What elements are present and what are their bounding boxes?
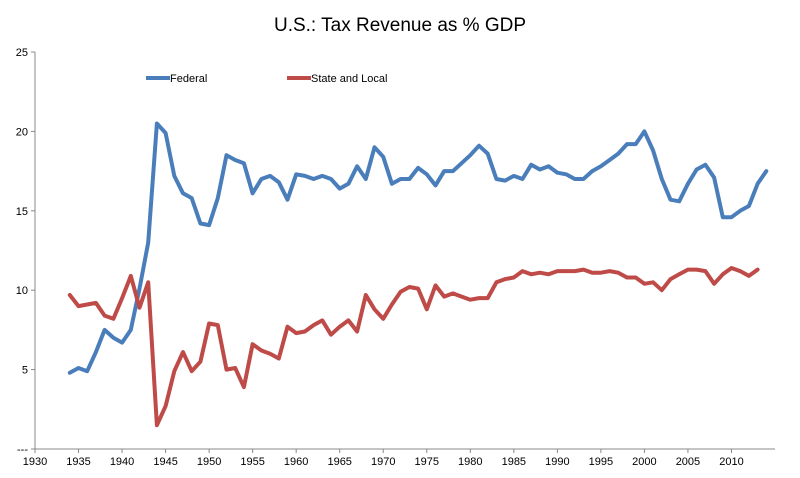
x-tick-label: 1950 (197, 456, 221, 468)
x-tick-label: 1965 (327, 456, 351, 468)
x-tick-label: 1960 (284, 456, 308, 468)
series-line-state-and-local (67, 266, 760, 428)
y-tick-label: 10 (16, 285, 28, 297)
y-tick-label: 25 (16, 47, 28, 59)
series-line-federal (67, 121, 769, 375)
x-tick-label: 1995 (589, 456, 613, 468)
x-axis-ticks: 1930 1935 1940 1945 1950 1955 1960 1965 1970 1975… (23, 449, 744, 468)
x-tick-label: 2000 (632, 456, 656, 468)
x-tick-label: 1945 (153, 456, 177, 468)
x-tick-label: 1975 (415, 456, 439, 468)
x-tick-label: 1990 (545, 456, 569, 468)
legend-label-federal: Federal (170, 73, 207, 85)
x-tick-label: 1970 (371, 456, 395, 468)
x-tick-label: 1985 (502, 456, 526, 468)
y-tick-label: --- (17, 444, 28, 456)
y-tick-label: 20 (16, 126, 28, 138)
y-tick-label: 15 (16, 206, 28, 218)
x-tick-label: 1980 (458, 456, 482, 468)
y-tick-label: 5 (22, 365, 28, 377)
x-tick-label: 1955 (240, 456, 264, 468)
legend: Federal State and Local (146, 73, 387, 85)
x-tick-label: 2010 (719, 456, 743, 468)
x-tick-label: 1935 (66, 456, 90, 468)
x-tick-label: 1940 (110, 456, 134, 468)
series-layer (67, 121, 769, 428)
legend-label-state-and-local: State and Local (311, 73, 387, 85)
chart-title: U.S.: Tax Revenue as % GDP (274, 15, 526, 36)
x-tick-label: 2005 (676, 456, 700, 468)
y-axis-ticks: --- 5 10 15 20 25 (16, 47, 35, 456)
x-tick-label: 1930 (23, 456, 47, 468)
